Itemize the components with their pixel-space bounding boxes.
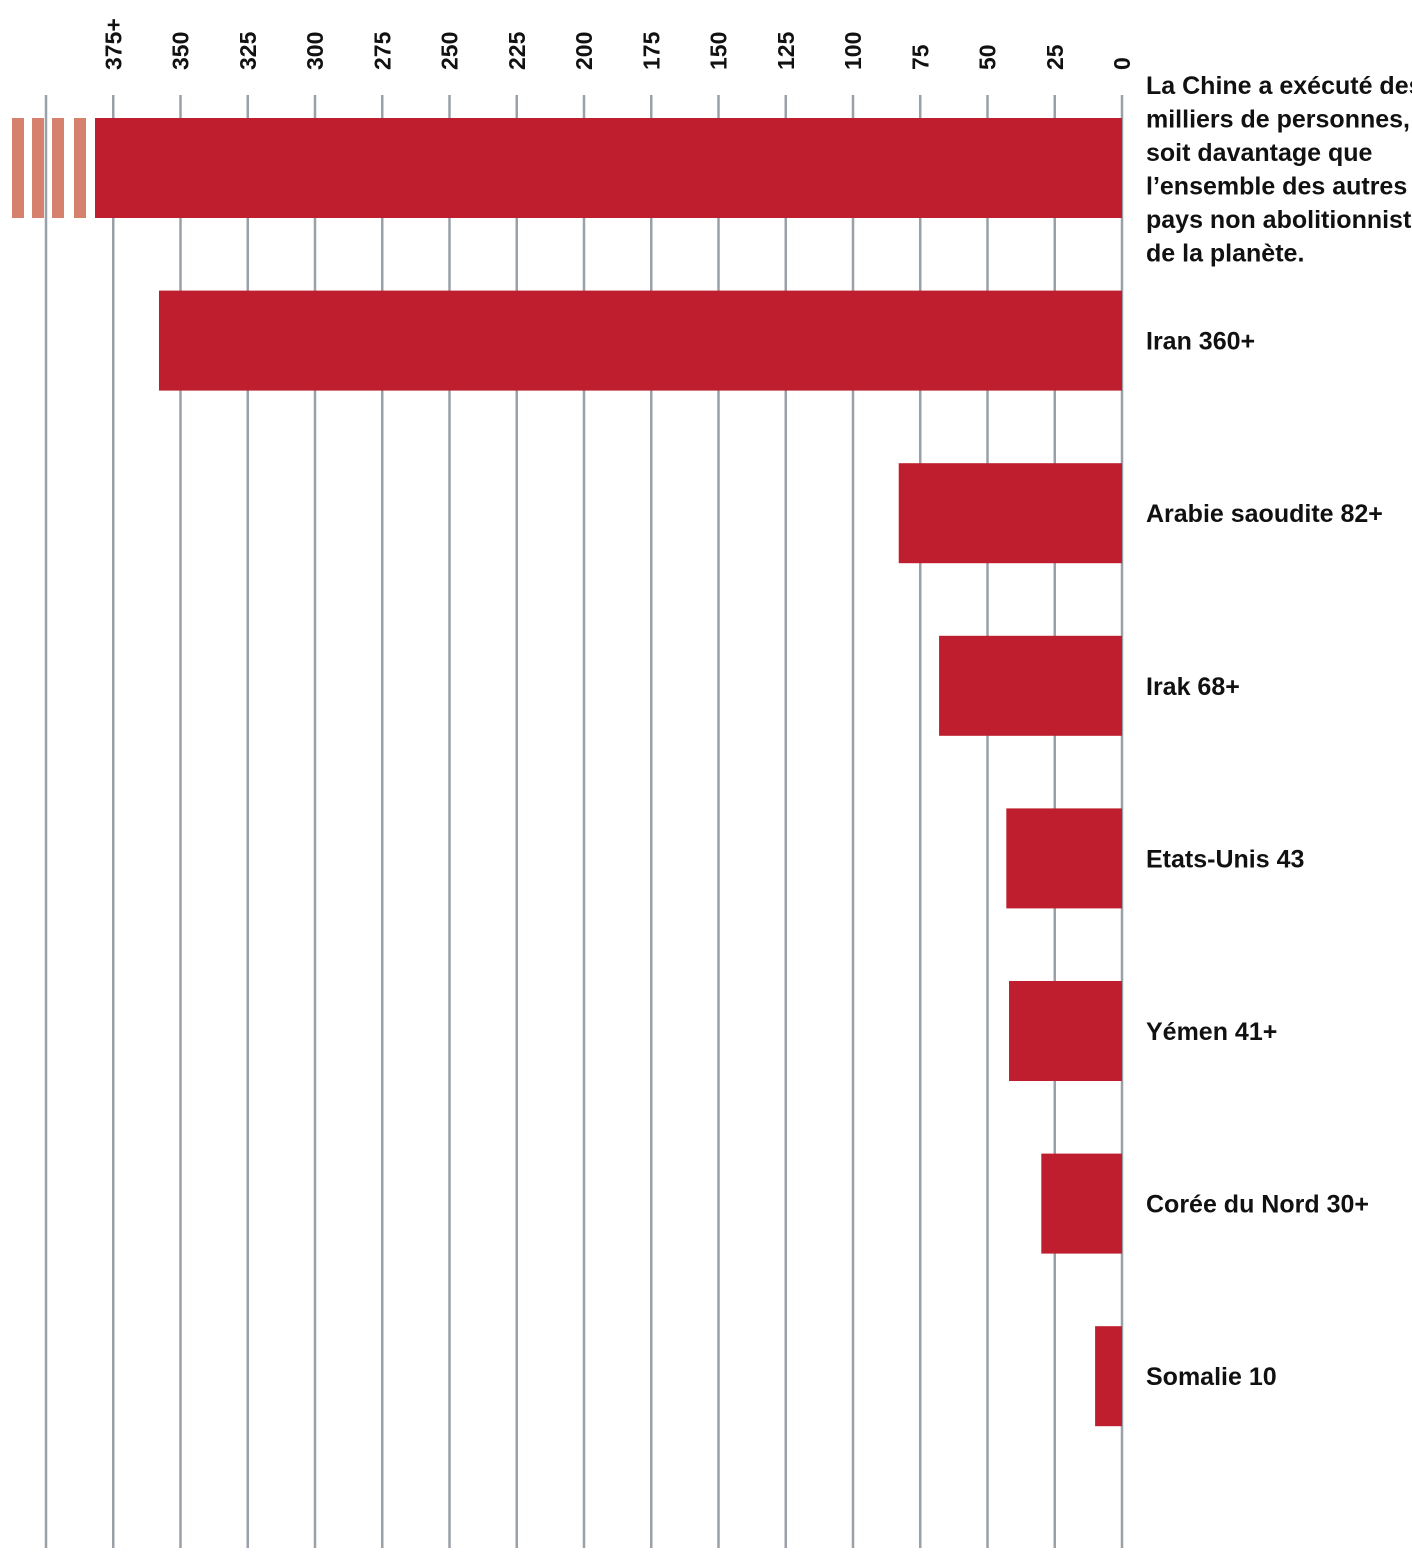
bar: [95, 118, 1122, 218]
bar-label-line: Corée du Nord 30+: [1146, 1191, 1369, 1219]
bar: [1041, 1153, 1122, 1254]
bar: [1095, 1326, 1122, 1427]
overflow-stripe: [32, 118, 44, 218]
country-labels: La Chine a exécuté des milliers de person…: [1146, 72, 1412, 1391]
bar: [1006, 808, 1122, 909]
tick-label: 175: [638, 31, 664, 70]
tick-label: 100: [840, 32, 866, 70]
bar-label-line: Somalie 10: [1146, 1363, 1277, 1391]
bar: [1009, 981, 1122, 1081]
bar-label: Corée du Nord 30+: [1146, 1191, 1369, 1219]
bar-label-line: soit davantage que: [1146, 139, 1373, 167]
tick-labels: 0 25 50 75 100 125 150 175 200 225 250 275 300 325 350…: [100, 18, 1135, 70]
tick-label: 375+: [100, 18, 126, 70]
bar-label-line: La Chine a exécuté des: [1146, 72, 1412, 100]
bar-label: Arabie saoudite 82+: [1146, 500, 1383, 528]
bar-label-line: pays non abolitionnistes: [1146, 206, 1412, 234]
bar-label-line: Etats-Unis 43: [1146, 845, 1304, 873]
bar-label-line: Iran 360+: [1146, 328, 1255, 356]
tick-label: 125: [773, 31, 799, 70]
tick-label: 0: [1109, 57, 1135, 70]
bar: [158, 290, 1123, 391]
tick-label: 350: [168, 32, 194, 70]
bar-label: Yémen 41+: [1146, 1018, 1277, 1046]
tick-label: 225: [504, 31, 530, 70]
tick-label: 50: [975, 44, 1001, 70]
overflow-stripe: [12, 118, 24, 218]
tick-label: 325: [235, 31, 261, 70]
bar-label-line: Arabie saoudite 82+: [1146, 500, 1383, 528]
tick-label: 300: [302, 32, 328, 70]
overflow-stripe: [74, 118, 86, 218]
bar-label-line: Irak 68+: [1146, 673, 1240, 701]
bar-label-line: de la planète.: [1146, 240, 1304, 268]
bar-label: Irak 68+: [1146, 673, 1240, 701]
bar-label: Somalie 10: [1146, 1363, 1277, 1391]
bar-label: La Chine a exécuté des milliers de person…: [1146, 72, 1412, 268]
bar-label-line: Yémen 41+: [1146, 1018, 1277, 1046]
tick-label: 25: [1042, 44, 1068, 70]
tick-label: 75: [907, 44, 933, 70]
bar-label-line: milliers de personnes,: [1146, 106, 1410, 134]
tick-label: 275: [369, 31, 395, 70]
bar: [898, 463, 1122, 564]
tick-label: 200: [571, 32, 597, 70]
bar-label: Etats-Unis 43: [1146, 845, 1304, 873]
overflow-stripe: [52, 118, 64, 218]
bar-label-line: l’ensemble des autres: [1146, 173, 1407, 201]
bar-label: Iran 360+: [1146, 328, 1255, 356]
bar: [939, 635, 1122, 736]
bars: [12, 118, 1123, 1427]
tick-label: 250: [437, 32, 463, 70]
tick-label: 150: [706, 32, 732, 70]
